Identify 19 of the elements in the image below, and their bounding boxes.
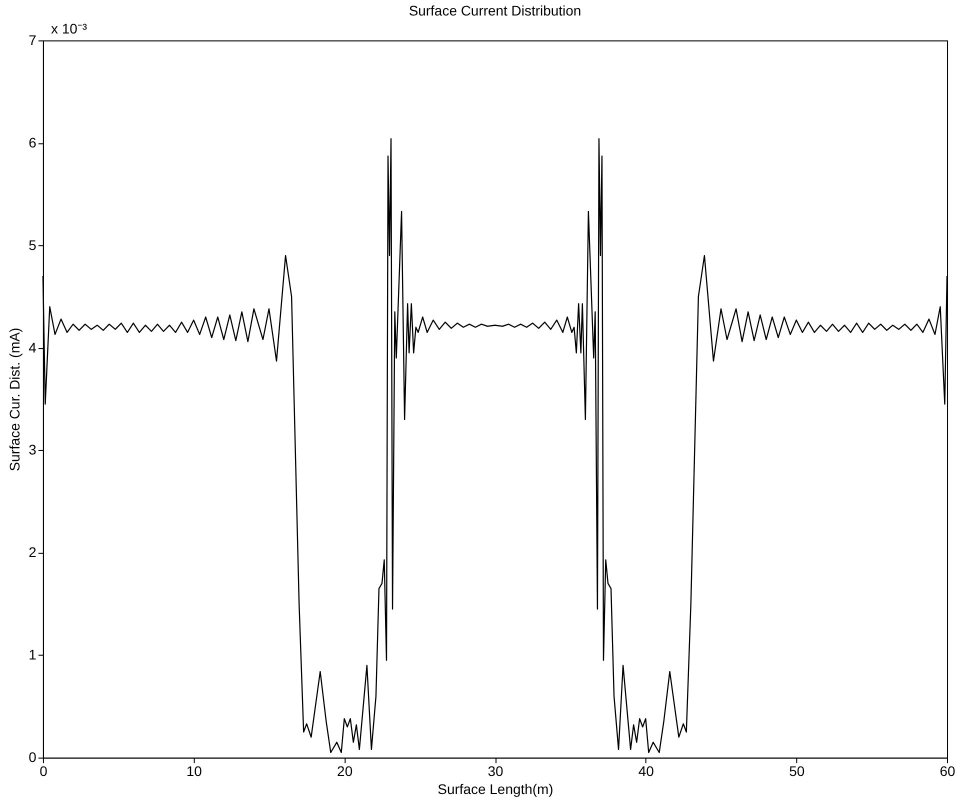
y-tick-label: 3 xyxy=(28,442,37,458)
x-axis-title: Surface Length(m) xyxy=(438,781,554,798)
y-tick-label: 6 xyxy=(28,134,37,150)
y-tick-label: 1 xyxy=(28,646,37,663)
y-tick-label: 7 xyxy=(28,32,37,48)
x-tick-label: 20 xyxy=(337,763,353,780)
x-tick-label: 10 xyxy=(186,763,202,780)
x-tick-label: 30 xyxy=(488,763,504,780)
x-tick-label: 40 xyxy=(638,763,654,780)
x-tick-label: 50 xyxy=(789,763,805,780)
y-tick-label: 5 xyxy=(28,236,37,253)
y-tick-label: 0 xyxy=(28,749,37,766)
text: x 10⁻³ xyxy=(50,20,88,36)
y-tick-label: 4 xyxy=(28,339,37,356)
chart-title: Surface Current Distribution xyxy=(408,2,582,18)
x-tick-label: 60 xyxy=(940,763,956,780)
x-tick-label: 0 xyxy=(40,763,48,780)
y-axis-title: Surface Cur. Dist. (mA) xyxy=(6,328,23,472)
y-tick-label: 2 xyxy=(28,544,37,560)
